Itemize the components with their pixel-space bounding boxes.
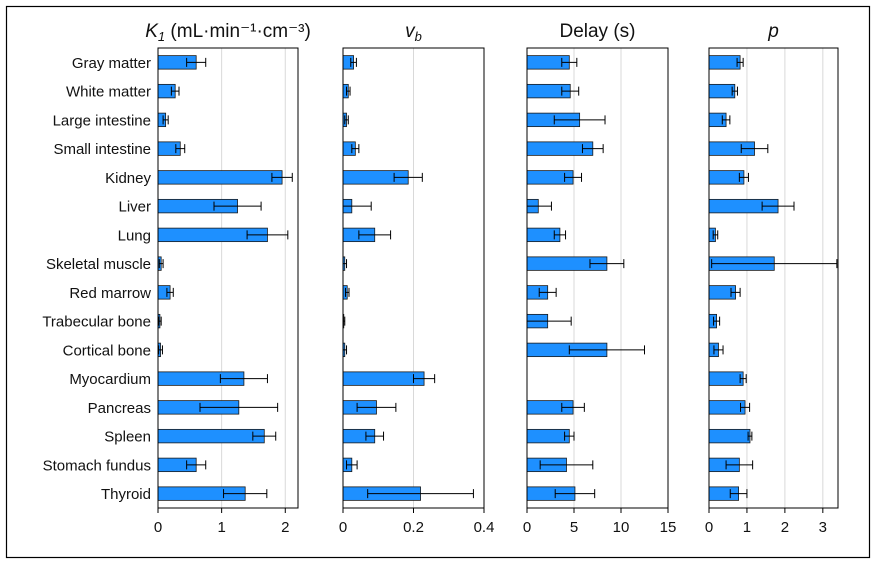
tick-label: 2 xyxy=(781,519,789,536)
bar-spleen xyxy=(157,428,265,444)
tick-label: 0 xyxy=(339,519,347,536)
category-label-spleen: Spleen xyxy=(104,429,151,446)
category-labels: Gray matter White matter Large intestine Sm… xyxy=(42,55,151,503)
category-label-stomach-fundus: Stomach fundus xyxy=(43,457,151,474)
category-label-pancreas: Pancreas xyxy=(88,400,151,417)
tick-label: 1 xyxy=(743,519,751,536)
category-label-white-matter: White matter xyxy=(66,84,151,101)
tick-label: 0.2 xyxy=(403,519,424,536)
bar-spleen xyxy=(708,428,751,444)
category-label-red-marrow: Red marrow xyxy=(69,285,151,302)
tick-label: 1 xyxy=(217,519,225,536)
panel-title: vb xyxy=(405,21,422,44)
bar-myocardium xyxy=(342,371,425,386)
tick-label: 3 xyxy=(819,519,827,536)
category-label-cortical-bone: Cortical bone xyxy=(63,342,151,359)
bar-gray-matter xyxy=(708,55,741,70)
bar-pancreas xyxy=(708,400,746,415)
bar-spleen xyxy=(526,428,570,444)
category-label-gray-matter: Gray matter xyxy=(72,55,151,72)
category-label-kidney: Kidney xyxy=(105,170,151,187)
tick-label: 0 xyxy=(705,519,713,536)
tick-label: 15 xyxy=(660,519,677,536)
panel-4: 0 1 2 3 p xyxy=(705,21,839,536)
panel-title: p xyxy=(767,21,779,42)
panel-title: Delay (s) xyxy=(559,21,635,42)
tick-label: 0.4 xyxy=(474,519,495,536)
bar-kidney xyxy=(708,170,745,185)
category-label-trabecular-bone: Trabecular bone xyxy=(42,314,151,331)
category-label-myocardium: Myocardium xyxy=(69,371,151,388)
category-label-thyroid: Thyroid xyxy=(101,486,151,503)
tick-label: 5 xyxy=(570,519,578,536)
bar-myocardium xyxy=(708,371,744,386)
panel-2: 0 0.2 0.4 vb xyxy=(339,21,495,536)
bar-kidney xyxy=(157,170,283,185)
panel-3: 0 5 10 15 Delay (s) xyxy=(523,21,677,536)
tick-label: 10 xyxy=(613,519,630,536)
tick-label: 2 xyxy=(281,519,289,536)
category-label-skeletal-muscle: Skeletal muscle xyxy=(46,256,151,273)
panel-frame xyxy=(526,47,669,509)
panel-1: 0 1 2 K1 (mL·min⁻¹·cm⁻³) xyxy=(145,21,311,536)
tick-label: 0 xyxy=(154,519,162,536)
panel-frame xyxy=(708,47,839,509)
category-label-small-intestine: Small intestine xyxy=(53,141,151,158)
panel-frame xyxy=(157,47,299,509)
tick-label: 0 xyxy=(523,519,531,536)
bar-white-matter xyxy=(708,83,736,99)
category-label-large-intestine: Large intestine xyxy=(53,112,151,129)
category-label-lung: Lung xyxy=(118,227,151,244)
category-label-liver: Liver xyxy=(118,199,151,216)
panel-title: K1 (mL·min⁻¹·cm⁻³) xyxy=(145,21,311,44)
